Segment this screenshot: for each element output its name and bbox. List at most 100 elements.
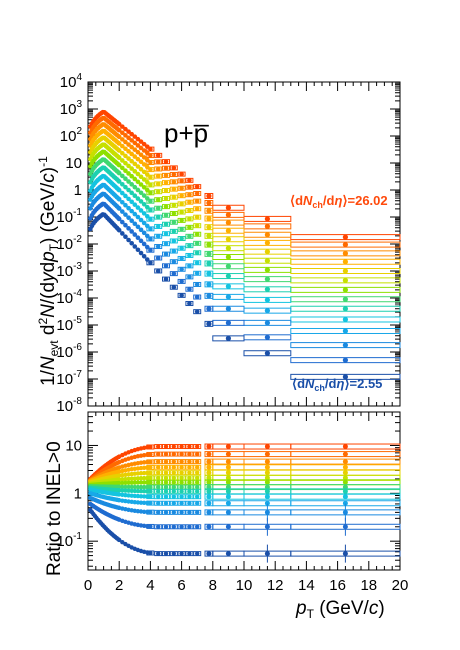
spectrum-point	[225, 263, 231, 269]
ratio-point	[342, 479, 348, 485]
spectrum-point	[179, 185, 184, 191]
ratio-point	[225, 500, 231, 506]
ratio-point	[206, 488, 212, 494]
ratio-point	[195, 444, 200, 449]
ratio-series	[88, 507, 401, 563]
ratio-point	[117, 484, 122, 490]
ratio-point	[126, 484, 131, 490]
spectrum-point	[179, 245, 184, 251]
spectrum-point	[132, 176, 138, 182]
spectrum-point	[120, 190, 125, 196]
spectrum-point	[116, 162, 122, 168]
spectrum-point	[187, 243, 192, 248]
spectrum-point	[138, 182, 144, 187]
spectrum-point	[342, 259, 348, 265]
ratio-point	[135, 488, 141, 494]
ratio-point	[195, 489, 200, 494]
spectrum-point	[148, 174, 153, 180]
spectrum-point	[120, 150, 125, 156]
spectrum-point	[179, 178, 184, 184]
spectrum-point	[264, 320, 270, 326]
spectrum-point	[194, 260, 200, 266]
spectra-y-tick-label: 10-5	[56, 315, 82, 334]
spectrum-point	[116, 216, 122, 222]
spectrum-point	[155, 255, 161, 261]
x-axis-title: pT (GeV/c)	[295, 598, 385, 621]
ratio-point	[171, 451, 176, 457]
spectrum-point	[194, 294, 200, 300]
x-tick-label: 12	[267, 577, 284, 594]
spectrum-point	[129, 158, 134, 164]
ratio-point	[264, 444, 270, 450]
ratio-point	[264, 451, 270, 457]
ratio-point	[117, 488, 122, 493]
spectrum-point	[171, 284, 177, 290]
ratio-point	[264, 464, 270, 470]
spectrum-point	[194, 198, 200, 204]
spectrum-point	[342, 342, 348, 348]
x-tick-label: 2	[115, 577, 123, 594]
spectrum-point	[163, 159, 169, 164]
x-tick-label: 16	[329, 577, 346, 594]
spectrum-point	[126, 142, 131, 147]
spectrum-point	[163, 173, 169, 178]
spectrum-point	[123, 176, 128, 182]
spectrum-point	[123, 184, 128, 190]
spectrum-point	[171, 194, 177, 200]
x-tick-label: 0	[84, 577, 92, 594]
annotation-low-multiplicity: ⟨dNch/dη⟩=2.55	[292, 376, 382, 393]
ratio-point	[179, 444, 184, 449]
ratio-point	[120, 484, 125, 490]
ratio-point	[195, 494, 200, 499]
ratio-point	[138, 476, 144, 481]
spectrum-point	[155, 173, 161, 179]
ratio-point	[148, 509, 153, 515]
spectrum-point	[342, 357, 348, 363]
spectrum-point	[171, 165, 177, 171]
ratio-point	[206, 444, 212, 450]
spectrum-point	[155, 233, 161, 239]
spectrum-point	[187, 253, 192, 258]
spectra-y-tick-label: 10-4	[56, 288, 82, 307]
spectrum-point	[148, 216, 153, 222]
ratio-point	[342, 464, 348, 470]
spectrum-point	[141, 241, 147, 247]
ratio-point	[206, 500, 212, 506]
spectrum-point	[135, 224, 141, 230]
ratio-point	[163, 524, 169, 529]
spectrum-point	[141, 155, 147, 160]
spectrum-point	[342, 374, 348, 380]
spectrum-point	[132, 154, 138, 159]
spectrum-point	[120, 165, 125, 171]
spectrum-point	[138, 250, 144, 256]
spectrum-point	[342, 242, 348, 248]
spectrum-point	[225, 320, 231, 326]
spectrum-point	[179, 227, 184, 232]
ratio-point	[206, 494, 212, 500]
ratio-point	[195, 484, 200, 490]
ratio-point	[206, 464, 212, 470]
spectrum-point	[132, 140, 138, 146]
spectrum-point	[155, 244, 161, 249]
spectrum-point	[171, 179, 177, 185]
ratio-point	[187, 524, 192, 529]
ratio-point	[135, 493, 141, 499]
spectrum-point	[179, 201, 184, 207]
ratio-point	[163, 459, 169, 464]
ratio-series	[88, 487, 401, 500]
spectrum-point	[126, 187, 131, 193]
ratio-point	[138, 471, 144, 476]
spectrum-point	[264, 240, 270, 246]
spectrum-point	[187, 301, 192, 306]
ratio-point	[163, 510, 169, 515]
ratio-point	[156, 465, 161, 470]
ratio-point	[135, 476, 141, 481]
spectrum-point	[120, 173, 125, 179]
ratio-point	[148, 470, 153, 476]
spectrum-point	[264, 258, 270, 264]
ratio-point	[163, 551, 169, 556]
spectrum-point	[171, 211, 177, 216]
ratio-point	[171, 480, 176, 485]
spectrum-point	[126, 237, 131, 243]
ratio-point	[187, 480, 192, 485]
